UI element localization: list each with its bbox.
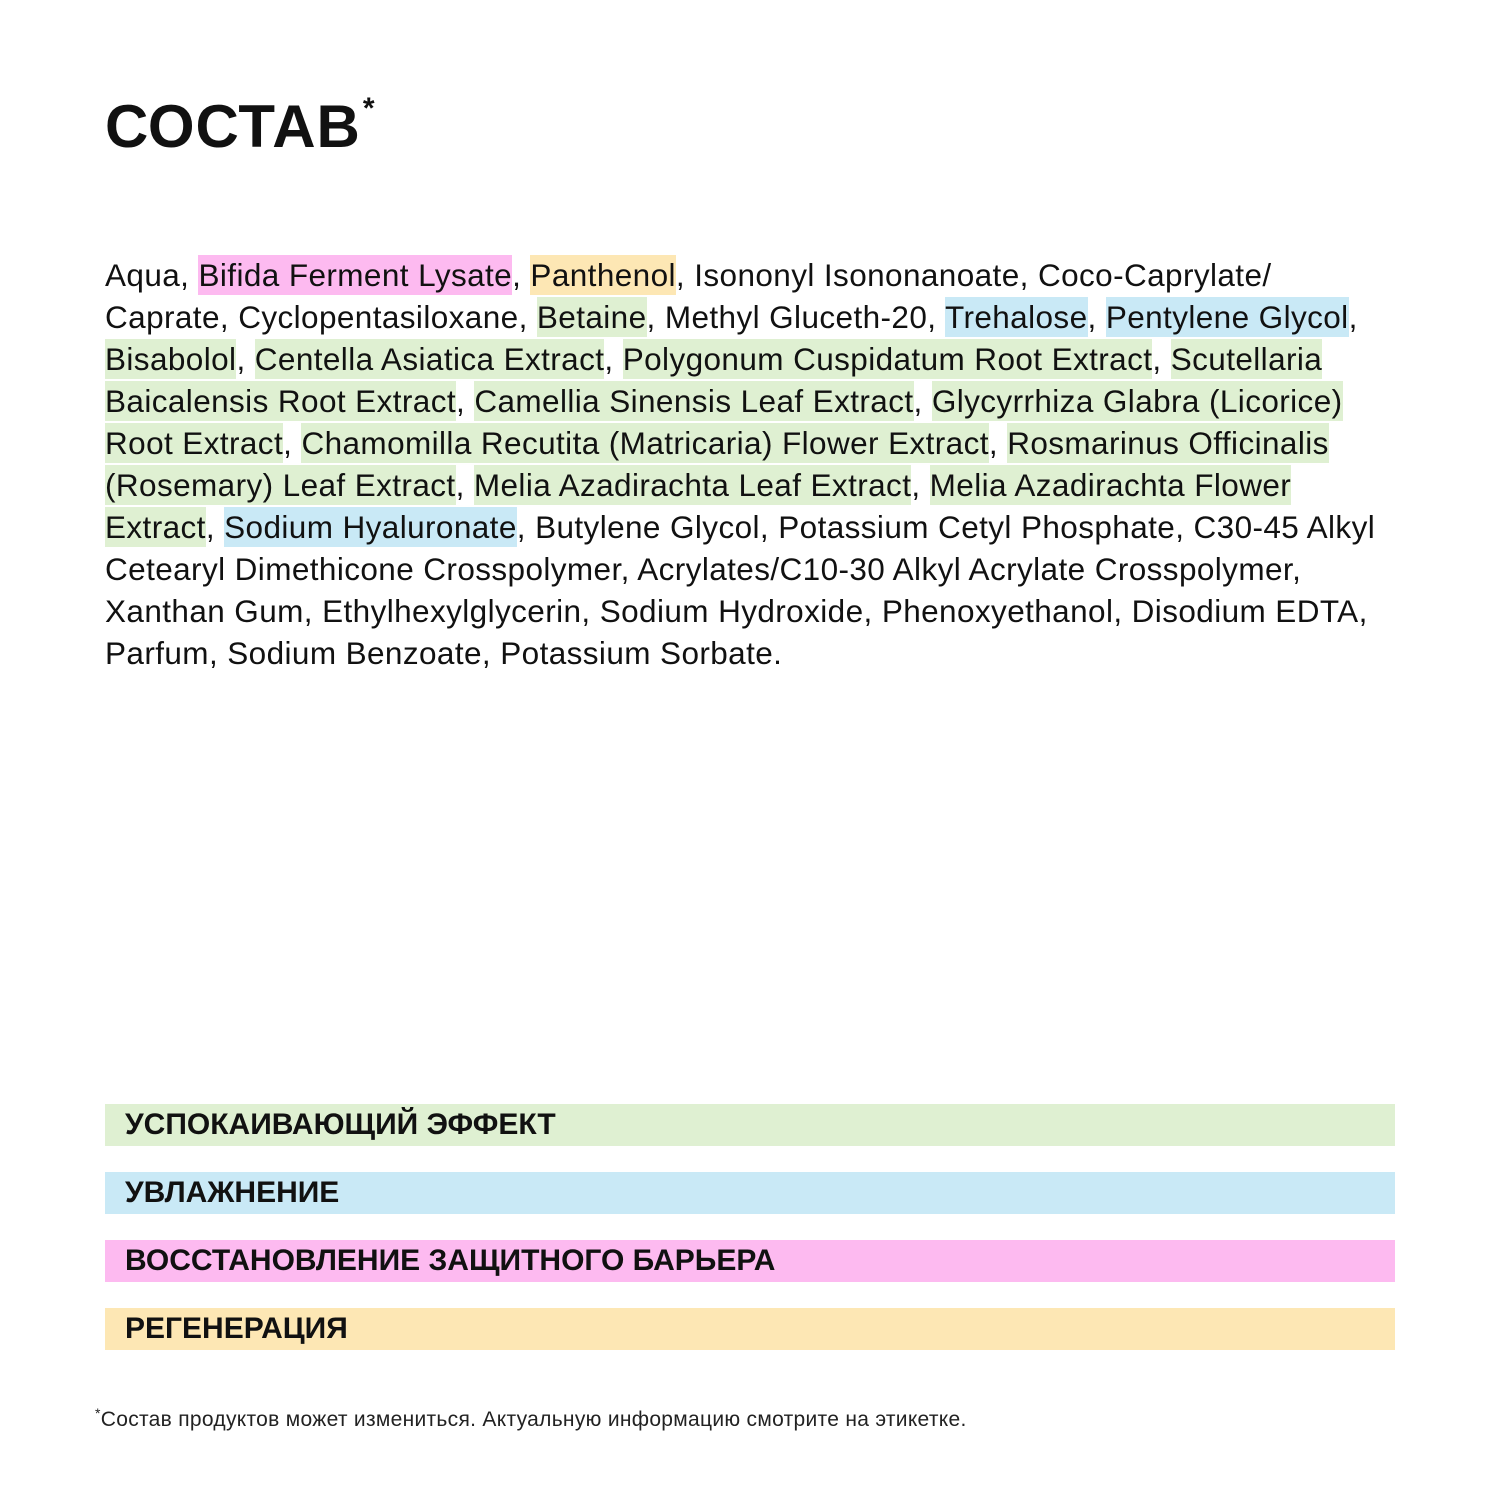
separator: ,: [675, 257, 695, 293]
legend-label: РЕГЕНЕРАЦИЯ: [125, 1312, 348, 1345]
ingredient: Centella Asiatica Extract: [254, 339, 605, 379]
ingredient: Betaine: [536, 297, 647, 337]
separator: ,: [988, 425, 1008, 461]
legend-label: УВЛАЖНЕНИЕ: [125, 1176, 340, 1209]
separator: ,: [180, 257, 199, 293]
legend-calming: УСПОКАИВАЮЩИЙ ЭФФЕКТ: [105, 1104, 1395, 1146]
legend-label: УСПОКАИВАЮЩИЙ ЭФФЕКТ: [125, 1108, 556, 1141]
ingredient: Melia Azadirachta Leaf Extract: [473, 465, 912, 505]
separator: ,: [512, 257, 531, 293]
footnote-asterisk: *: [95, 1405, 101, 1421]
ingredient: C30-45 Alkyl Cetearyl Dimethicone Crossp…: [105, 509, 1376, 587]
separator: ,: [913, 383, 932, 419]
separator: ,: [1087, 299, 1106, 335]
ingredient: Potassium Cetyl Phosphate: [778, 509, 1176, 545]
ingredient: Parfum: [105, 635, 209, 671]
ingredient: Phenoxyethanol: [881, 593, 1114, 629]
separator: ,: [219, 299, 239, 335]
separator: ,: [759, 509, 779, 545]
ingredient: Camellia Sinensis Leaf Extract: [474, 381, 914, 421]
ingredient: Methyl Gluceth-20: [664, 299, 928, 335]
separator: ,: [927, 299, 945, 335]
ingredient: Xanthan Gum: [105, 593, 304, 629]
ingredient: Sodium Hydroxide: [599, 593, 864, 629]
separator: ,: [604, 341, 623, 377]
ingredient: Cyclopentasiloxane: [238, 299, 519, 335]
separator: ,: [518, 299, 537, 335]
ingredient: Polygonum Cuspidatum Root Extract: [622, 339, 1153, 379]
separator: ,: [620, 551, 638, 587]
separator: ,: [236, 341, 255, 377]
separator: ,: [456, 383, 475, 419]
title-asterisk: *: [362, 92, 376, 125]
ingredient: Panthenol: [530, 255, 676, 295]
ingredient: Acrylates/C10-30 Alkyl Acrylate Crosspol…: [637, 551, 1293, 587]
separator: ,: [1152, 341, 1171, 377]
ingredient: Aqua: [105, 257, 181, 293]
separator: ,: [516, 509, 536, 545]
separator: .: [773, 635, 783, 671]
ingredient: Trehalose: [944, 297, 1088, 337]
ingredient: Coco-Caprylate/ Caprate: [105, 257, 1272, 335]
separator: ,: [911, 467, 930, 503]
ingredient: Bisabolol: [105, 339, 237, 379]
separator: ,: [283, 425, 302, 461]
legend-label: ВОССТАНОВЛЕНИЕ ЗАЩИТНОГО БАРЬЕРА: [125, 1244, 776, 1277]
ingredient: Sodium Benzoate: [227, 635, 482, 671]
separator: ,: [1113, 593, 1132, 629]
ingredient: Isononyl Isononanoate: [694, 257, 1020, 293]
separator: ,: [581, 593, 600, 629]
separator: ,: [455, 467, 474, 503]
ingredient: Chamomilla Recutita (Matricaria) Flower …: [301, 423, 989, 463]
separator: ,: [481, 635, 501, 671]
separator: ,: [1292, 551, 1302, 587]
ingredient: Disodium EDTA: [1131, 593, 1359, 629]
legend-regeneration: РЕГЕНЕРАЦИЯ: [105, 1308, 1395, 1350]
ingredient-list: Aqua, Bifida Ferment Lysate, Panthenol, …: [105, 254, 1390, 674]
legend-barrier: ВОССТАНОВЛЕНИЕ ЗАЩИТНОГО БАРЬЕРА: [105, 1240, 1395, 1282]
separator: ,: [1175, 509, 1194, 545]
ingredient: Ethylhexylglycerin: [322, 593, 582, 629]
ingredient: Potassium Sorbate: [500, 635, 774, 671]
separator: ,: [1358, 593, 1368, 629]
footnote: *Состав продуктов может измениться. Акту…: [95, 1405, 967, 1432]
ingredient: Pentylene Glycol: [1105, 297, 1349, 337]
footnote-text: Состав продуктов может измениться. Актуа…: [100, 1408, 967, 1431]
legend-moisturizing: УВЛАЖНЕНИЕ: [105, 1172, 1395, 1214]
separator: ,: [1019, 257, 1038, 293]
separator: ,: [205, 509, 225, 545]
ingredient: Butylene Glycol: [535, 509, 760, 545]
separator: ,: [646, 299, 665, 335]
page-title: СОСТАВ*: [105, 92, 376, 161]
separator: ,: [208, 635, 228, 671]
separator: ,: [303, 593, 323, 629]
separator: ,: [1348, 299, 1358, 335]
title-text: СОСТАВ: [105, 93, 361, 160]
ingredient: Sodium Hyaluronate: [224, 507, 517, 547]
separator: ,: [863, 593, 882, 629]
ingredient: Bifida Ferment Lysate: [198, 255, 513, 295]
